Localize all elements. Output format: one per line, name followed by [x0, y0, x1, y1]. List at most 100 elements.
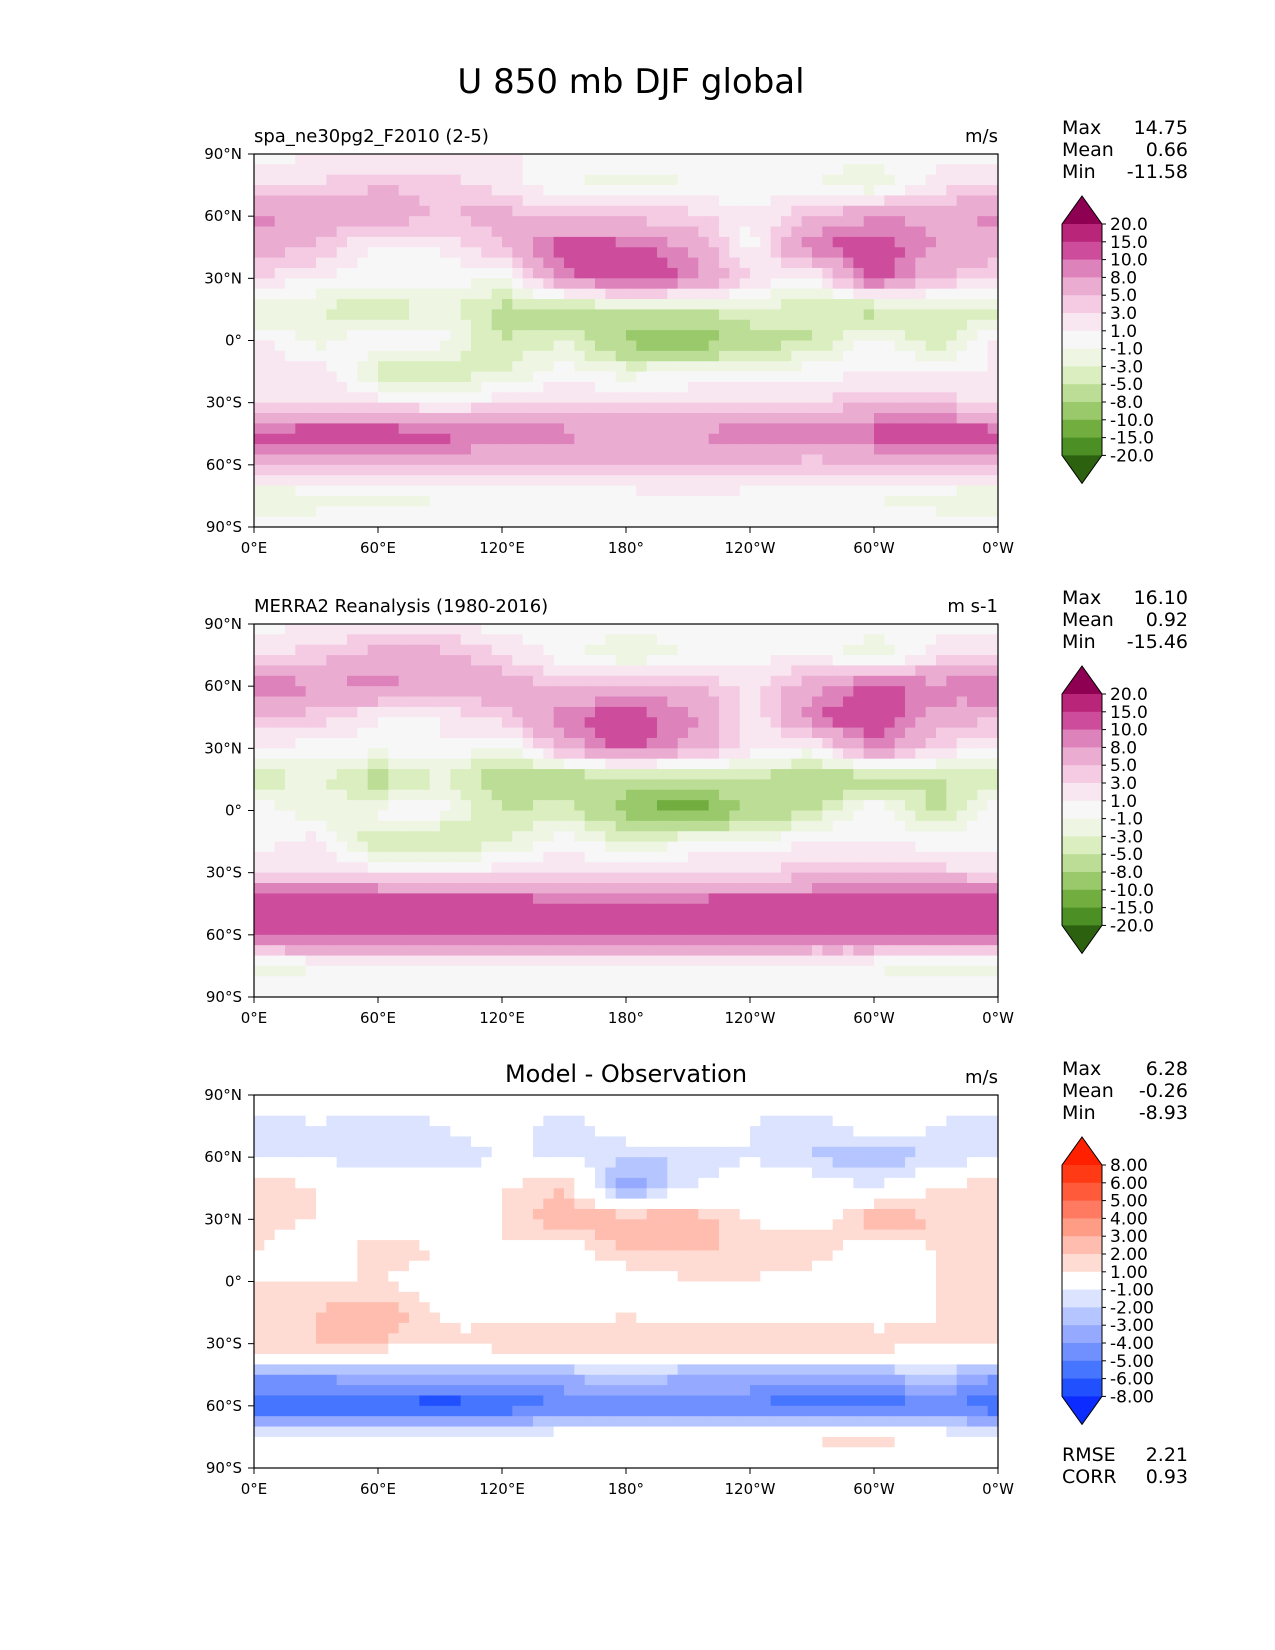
field-cell: [719, 195, 730, 207]
field-cell: [874, 350, 885, 362]
field-cell: [946, 851, 958, 863]
field-cell: [553, 350, 565, 362]
field-cell: [812, 485, 823, 497]
field-cell: [512, 495, 524, 507]
field-cell: [698, 506, 710, 518]
field-cell: [646, 423, 658, 435]
field-cell: [347, 924, 358, 936]
field-cell: [450, 810, 462, 822]
field-cell: [636, 914, 648, 926]
field-cell: [708, 257, 720, 269]
field-cell: [750, 841, 761, 853]
field-cell: [863, 402, 875, 414]
field-cell: [295, 872, 307, 884]
field-cell: [729, 423, 741, 435]
field-cell: [512, 945, 524, 957]
field-cell: [874, 309, 885, 321]
field-cell: [512, 319, 524, 331]
field-cell: [781, 371, 792, 383]
field-cell: [543, 644, 555, 656]
field-cell: [874, 779, 885, 791]
field-cell: [719, 727, 730, 739]
field-cell: [481, 340, 493, 352]
field-cell: [667, 247, 679, 259]
field-cell: [440, 288, 451, 300]
field-cell: [956, 717, 968, 729]
field-cell: [595, 185, 606, 197]
field-cell: [440, 506, 451, 518]
field-cell: [615, 288, 627, 300]
field-cell: [378, 758, 389, 770]
field-cell: [429, 872, 441, 884]
field-cell: [801, 851, 813, 863]
field-cell: [915, 883, 927, 894]
field-cell: [812, 883, 823, 894]
field-cell: [739, 257, 751, 269]
field-cell: [729, 862, 741, 874]
field-cell: [936, 371, 947, 383]
field-cell: [264, 945, 276, 957]
field-cell: [832, 174, 844, 186]
field-cell: [760, 154, 772, 165]
field-cell: [512, 475, 524, 487]
field-cell: [316, 675, 327, 687]
field-cell: [295, 686, 307, 698]
field-cell: [853, 330, 865, 342]
field-cell: [450, 257, 462, 269]
field-cell: [822, 506, 834, 518]
field-cell: [543, 820, 555, 832]
field-cell: [512, 727, 524, 739]
field-cell: [729, 464, 741, 476]
field-cell: [853, 945, 865, 957]
field-cell: [274, 934, 286, 946]
field-cell: [564, 758, 575, 770]
field-cell: [543, 506, 555, 518]
field-cell: [822, 934, 834, 946]
field-cell: [915, 516, 927, 528]
field-cell: [316, 154, 327, 165]
field-cell: [388, 893, 400, 905]
field-cell: [708, 758, 720, 770]
field-cell: [760, 934, 772, 946]
field-cell: [471, 655, 482, 667]
field-cell: [894, 444, 906, 456]
field-cell: [698, 706, 710, 718]
field-cell: [853, 665, 865, 677]
field-cell: [729, 392, 741, 404]
field-cell: [409, 737, 420, 749]
field-cell: [502, 495, 513, 507]
field-cell: [946, 444, 958, 456]
field-cell: [615, 164, 627, 176]
field-cell: [460, 624, 472, 635]
field-cell: [595, 934, 606, 946]
field-cell: [512, 454, 524, 466]
field-cell: [770, 655, 782, 667]
field-cell: [977, 413, 989, 424]
field-cell: [460, 475, 472, 487]
field-cell: [801, 903, 813, 915]
field-cell: [677, 164, 689, 176]
field-cell: [843, 779, 854, 791]
field-cell: [553, 236, 565, 248]
field-cell: [419, 195, 431, 207]
field-cell: [967, 769, 978, 781]
field-cell: [533, 195, 544, 207]
field-cell: [615, 361, 627, 373]
field-cell: [688, 696, 699, 708]
field-cell: [605, 174, 617, 186]
field-cell: [295, 381, 307, 393]
field-cell: [719, 883, 730, 894]
field-cell: [574, 392, 586, 404]
field-cell: [760, 444, 772, 456]
field-cell: [553, 862, 565, 874]
field-cell: [781, 216, 792, 228]
field-cell: [646, 154, 658, 165]
field-cell: [419, 686, 431, 698]
field-cell: [285, 392, 296, 404]
field-cell: [636, 257, 648, 269]
field-cell: [388, 423, 400, 435]
field-cell: [977, 893, 989, 905]
field-cell: [843, 800, 854, 812]
field-cell: [419, 205, 431, 217]
field-cell: [750, 195, 761, 207]
